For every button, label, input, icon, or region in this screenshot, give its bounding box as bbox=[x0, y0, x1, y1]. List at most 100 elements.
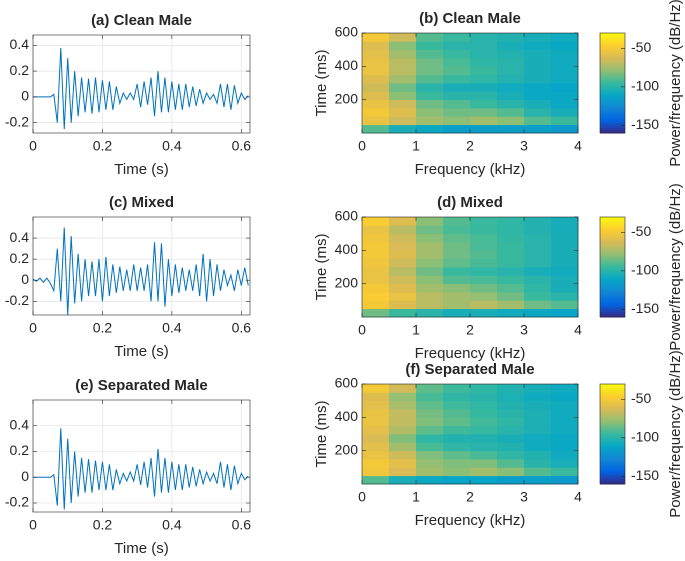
colorbar-cell bbox=[600, 44, 625, 47]
heatmap-cell bbox=[497, 41, 525, 51]
heatmap-cell bbox=[443, 400, 471, 410]
heatmap-cell bbox=[362, 242, 390, 251]
colorbar-cell bbox=[600, 126, 625, 129]
colorbar-cell bbox=[600, 123, 625, 126]
heatmap-cell bbox=[443, 66, 471, 76]
heatmap-cell bbox=[470, 33, 498, 42]
heatmap-cell bbox=[551, 442, 579, 452]
heatmap-cell bbox=[470, 475, 498, 485]
x-tick-label: 0.4 bbox=[162, 320, 182, 336]
x-tick-label: 3 bbox=[520, 322, 528, 338]
heatmap-cell bbox=[389, 108, 417, 117]
heatmap-cell bbox=[524, 108, 552, 117]
colorbar-label: Power/frequency (dB/Hz) bbox=[667, 350, 684, 518]
heatmap-cell bbox=[389, 267, 417, 276]
heatmap-cell bbox=[470, 66, 498, 76]
y-tick-label: 600 bbox=[335, 208, 359, 224]
colorbar-cell bbox=[600, 73, 625, 76]
heatmap-cell bbox=[416, 49, 444, 59]
heatmap-cell bbox=[524, 41, 552, 51]
colorbar-cell bbox=[600, 460, 625, 463]
colorbar-cell bbox=[600, 252, 625, 255]
heatmap-cell bbox=[524, 217, 552, 226]
x-tick-label: 0 bbox=[358, 138, 366, 154]
colorbar-cell bbox=[600, 84, 625, 87]
colorbar-cell bbox=[600, 445, 625, 448]
colorbar-cell bbox=[600, 412, 625, 415]
x-tick-label: 4 bbox=[574, 322, 582, 338]
heatmap-cell bbox=[497, 467, 525, 477]
colorbar-cell bbox=[600, 121, 625, 124]
heatmap-cell bbox=[443, 41, 471, 51]
colorbar-cell bbox=[600, 297, 625, 300]
heatmap-cell bbox=[443, 434, 471, 443]
heatmap-cell bbox=[443, 409, 471, 418]
colorbar-cell bbox=[600, 307, 625, 310]
heatmap-cell bbox=[551, 124, 579, 134]
colorbar-cell bbox=[600, 247, 625, 250]
heatmap-cell bbox=[443, 475, 471, 485]
heatmap-cell bbox=[362, 275, 390, 285]
heatmap-cell bbox=[416, 108, 444, 117]
colorbar-cell bbox=[600, 384, 625, 387]
heatmap-cell bbox=[551, 400, 579, 410]
heatmap-cell bbox=[416, 267, 444, 276]
y-tick-label: 0.4 bbox=[10, 416, 30, 432]
heatmap-cell bbox=[497, 217, 525, 226]
colorbar-cell bbox=[600, 439, 625, 442]
heatmap-cell bbox=[416, 58, 444, 67]
colorbar-cell bbox=[600, 407, 625, 410]
heatmap-cell bbox=[389, 384, 417, 393]
x-tick-label: 4 bbox=[574, 138, 582, 154]
colorbar-cell bbox=[600, 124, 625, 127]
heatmap-cell bbox=[470, 467, 498, 477]
colorbar-cell bbox=[600, 278, 625, 281]
colorbar-cell bbox=[600, 217, 625, 220]
heatmap-cell bbox=[497, 459, 525, 468]
colorbar-cell bbox=[600, 313, 625, 316]
heatmap-cell bbox=[416, 250, 444, 260]
x-tick-label: 0.6 bbox=[232, 138, 252, 154]
colorbar-cell bbox=[600, 99, 625, 102]
heatmap-cell bbox=[470, 392, 498, 402]
colorbar-label: Power/frequency (dB/Hz) bbox=[667, 183, 684, 351]
colorbar-cell bbox=[600, 479, 625, 482]
heatmap-cell bbox=[416, 124, 444, 134]
colorbar-cell bbox=[600, 272, 625, 275]
heatmap-cell bbox=[362, 41, 390, 51]
heatmap-cell bbox=[551, 308, 579, 318]
heatmap-cell bbox=[443, 459, 471, 468]
heatmap-cell bbox=[497, 83, 525, 92]
heatmap-cell bbox=[524, 417, 552, 427]
heatmap-cell bbox=[416, 450, 444, 460]
x-axis-label: Frequency (kHz) bbox=[415, 512, 526, 529]
heatmap-cell bbox=[551, 292, 579, 301]
heatmap-cell bbox=[416, 41, 444, 51]
heatmap-cell bbox=[524, 300, 552, 310]
heatmap-cell bbox=[470, 233, 498, 243]
heatmap-cell bbox=[443, 267, 471, 276]
heatmap-cell bbox=[551, 233, 579, 243]
heatmap-cell bbox=[551, 108, 579, 117]
heatmap-cell bbox=[470, 91, 498, 101]
heatmap-cell bbox=[362, 83, 390, 92]
heatmap-cell bbox=[524, 124, 552, 134]
heatmap-cell bbox=[551, 409, 579, 418]
y-tick-label: 0.4 bbox=[10, 229, 30, 245]
heatmap-cell bbox=[524, 116, 552, 126]
heatmap-cell bbox=[551, 267, 579, 276]
heatmap-cell bbox=[551, 250, 579, 260]
heatmap-cell bbox=[551, 434, 579, 443]
colorbar-cell bbox=[600, 280, 625, 283]
heatmap-cell bbox=[551, 275, 579, 285]
heatmap-cell bbox=[497, 442, 525, 452]
heatmap-cell bbox=[362, 475, 390, 485]
colorbar-cell bbox=[600, 74, 625, 77]
heatmap-cell bbox=[470, 258, 498, 268]
colorbar-cell bbox=[600, 305, 625, 308]
heatmap-cell bbox=[524, 425, 552, 435]
heatmap-cell bbox=[497, 392, 525, 402]
x-axis-label: Time (s) bbox=[114, 343, 168, 360]
heatmap-cell bbox=[362, 442, 390, 452]
heatmap-cell bbox=[524, 450, 552, 460]
